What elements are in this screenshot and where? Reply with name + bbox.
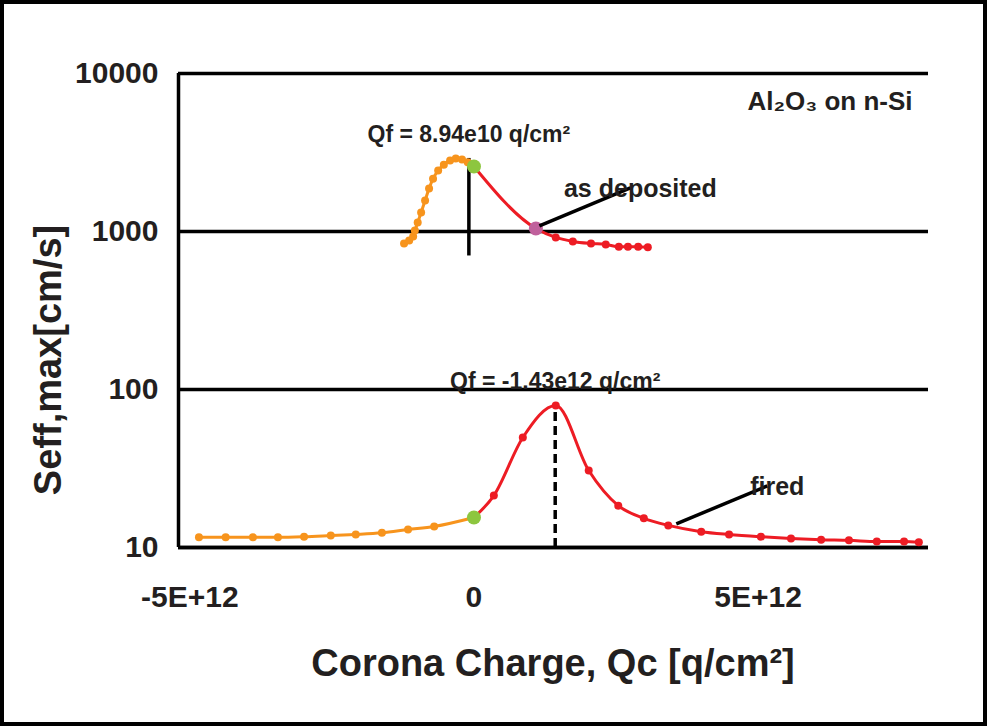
svg-text:Corona Charge, Qc [q/cm²]: Corona Charge, Qc [q/cm²] [311,642,795,684]
svg-text:Seff,max[cm/s]: Seff,max[cm/s] [27,225,69,495]
svg-text:0: 0 [466,580,483,613]
svg-text:10: 10 [125,530,158,563]
svg-text:fired: fired [750,472,804,500]
svg-text:Qf = 8.94e10 q/cm²: Qf = 8.94e10 q/cm² [368,121,571,147]
svg-text:Qf = -1.43e12 q/cm²: Qf = -1.43e12 q/cm² [450,368,661,394]
svg-text:100: 100 [108,372,158,405]
svg-text:10000: 10000 [75,56,158,89]
svg-text:Al₂O₃ on n-Si: Al₂O₃ on n-Si [747,86,912,116]
svg-text:1000: 1000 [92,214,159,247]
svg-text:5E+12: 5E+12 [714,580,802,613]
svg-text:-5E+12: -5E+12 [141,580,239,613]
svg-text:as deposited: as deposited [564,174,717,202]
